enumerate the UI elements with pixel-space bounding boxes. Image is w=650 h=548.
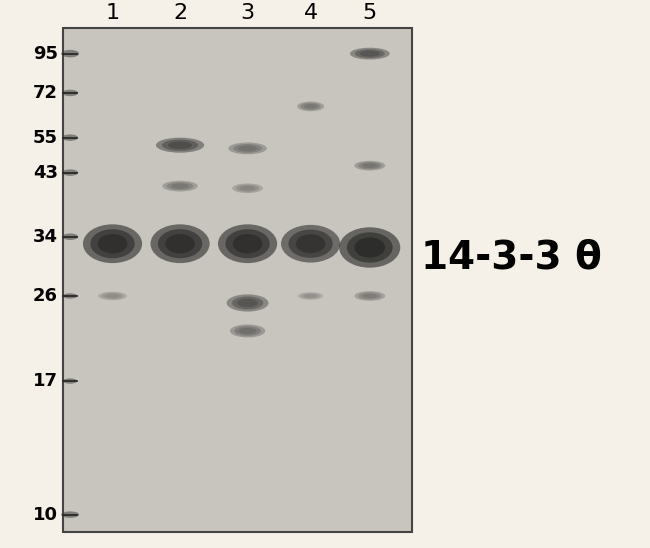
Ellipse shape: [83, 224, 142, 263]
Text: 34: 34: [33, 228, 58, 246]
Ellipse shape: [237, 299, 258, 307]
Ellipse shape: [63, 378, 77, 384]
Ellipse shape: [61, 511, 79, 518]
Ellipse shape: [296, 235, 326, 253]
Ellipse shape: [233, 144, 262, 153]
Ellipse shape: [228, 142, 267, 155]
FancyBboxPatch shape: [63, 28, 411, 532]
Text: 1: 1: [105, 3, 120, 23]
Ellipse shape: [358, 292, 382, 300]
Text: 2: 2: [173, 3, 187, 23]
Ellipse shape: [355, 49, 385, 58]
Text: 26: 26: [33, 287, 58, 305]
Ellipse shape: [354, 291, 385, 301]
Ellipse shape: [239, 328, 256, 334]
Ellipse shape: [358, 162, 382, 169]
Ellipse shape: [362, 294, 378, 298]
Ellipse shape: [162, 181, 198, 191]
Ellipse shape: [289, 230, 333, 258]
Ellipse shape: [167, 182, 193, 190]
Ellipse shape: [300, 103, 320, 110]
Text: 3: 3: [240, 3, 255, 23]
Text: 55: 55: [33, 129, 58, 147]
Ellipse shape: [218, 224, 277, 263]
Ellipse shape: [105, 294, 120, 298]
Ellipse shape: [240, 186, 255, 191]
Ellipse shape: [281, 225, 340, 262]
Ellipse shape: [347, 232, 393, 262]
Ellipse shape: [226, 229, 270, 258]
Text: 72: 72: [33, 84, 58, 102]
Ellipse shape: [354, 161, 385, 170]
Ellipse shape: [98, 234, 127, 253]
Ellipse shape: [165, 234, 195, 253]
Ellipse shape: [98, 292, 127, 300]
Ellipse shape: [236, 185, 259, 192]
Ellipse shape: [227, 294, 268, 312]
Ellipse shape: [156, 138, 204, 153]
Ellipse shape: [297, 101, 324, 111]
Text: 17: 17: [33, 372, 58, 390]
Text: 4: 4: [304, 3, 318, 23]
Ellipse shape: [62, 169, 78, 176]
Text: 14-3-3 θ: 14-3-3 θ: [421, 238, 602, 276]
Text: 10: 10: [33, 506, 58, 523]
Ellipse shape: [230, 324, 265, 338]
Ellipse shape: [62, 134, 78, 141]
Ellipse shape: [298, 292, 324, 300]
Ellipse shape: [339, 227, 400, 267]
Ellipse shape: [62, 90, 78, 96]
Ellipse shape: [168, 141, 192, 149]
Ellipse shape: [61, 50, 79, 58]
Ellipse shape: [232, 296, 263, 310]
Ellipse shape: [232, 184, 263, 193]
Ellipse shape: [360, 50, 380, 56]
Ellipse shape: [234, 326, 261, 336]
Ellipse shape: [304, 294, 317, 298]
Ellipse shape: [350, 48, 390, 60]
Ellipse shape: [158, 229, 202, 258]
Ellipse shape: [90, 229, 135, 258]
Ellipse shape: [238, 145, 257, 151]
Text: 43: 43: [33, 164, 58, 181]
Ellipse shape: [150, 224, 210, 263]
Ellipse shape: [63, 293, 77, 299]
Ellipse shape: [162, 140, 198, 151]
Ellipse shape: [354, 237, 385, 258]
Ellipse shape: [304, 104, 317, 109]
Ellipse shape: [362, 163, 378, 168]
Text: 5: 5: [363, 3, 377, 23]
Ellipse shape: [233, 234, 263, 253]
Text: 95: 95: [33, 44, 58, 62]
Ellipse shape: [171, 184, 189, 189]
Ellipse shape: [101, 293, 124, 299]
Ellipse shape: [62, 233, 78, 240]
Ellipse shape: [301, 293, 320, 299]
